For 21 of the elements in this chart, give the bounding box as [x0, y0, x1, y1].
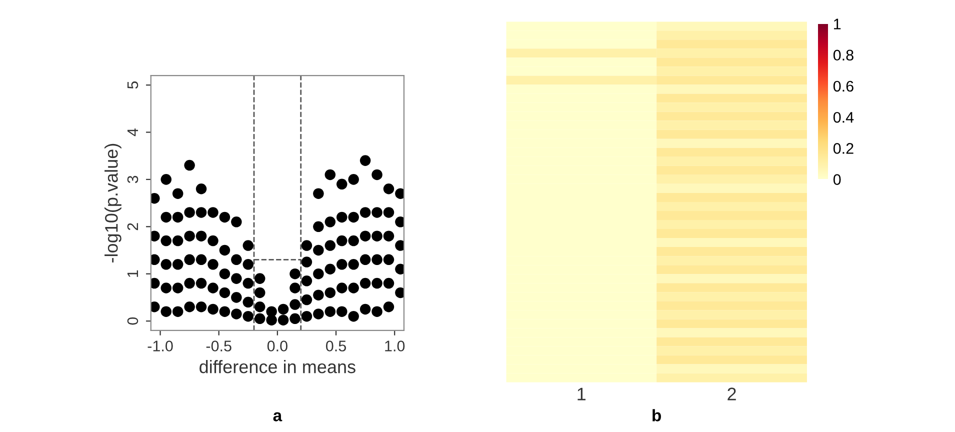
y-tick-label: 0 [127, 317, 138, 325]
y-tick-label: 5 [127, 81, 138, 89]
color-bar-label: 1 [834, 18, 841, 30]
y-tick-label: 1 [127, 270, 138, 277]
x-tick-label: -1.0 [148, 340, 173, 352]
y-tick-label: 2 [127, 223, 138, 230]
color-bar-label: 0 [833, 174, 841, 185]
x-tick-label: -0.5 [206, 340, 232, 352]
text: b [652, 409, 661, 422]
color-bar-label: 0.6 [833, 80, 854, 92]
color-bar-label: 0.2 [833, 143, 854, 154]
y-tick-label: 3 [127, 176, 138, 184]
x-tick-label: 0.5 [326, 340, 346, 352]
color-bar-label: 0.4 [833, 112, 854, 123]
y-tick-label: 4 [127, 128, 138, 136]
text: a [273, 412, 282, 422]
y-axis-title: -log10(p.value) [104, 144, 122, 262]
x-tick-label: 0.0 [267, 340, 288, 352]
x-axis-title: difference in means [200, 360, 356, 374]
color-bar-label: 0.8 [833, 50, 854, 61]
x-tick-label: 1.0 [385, 340, 405, 352]
